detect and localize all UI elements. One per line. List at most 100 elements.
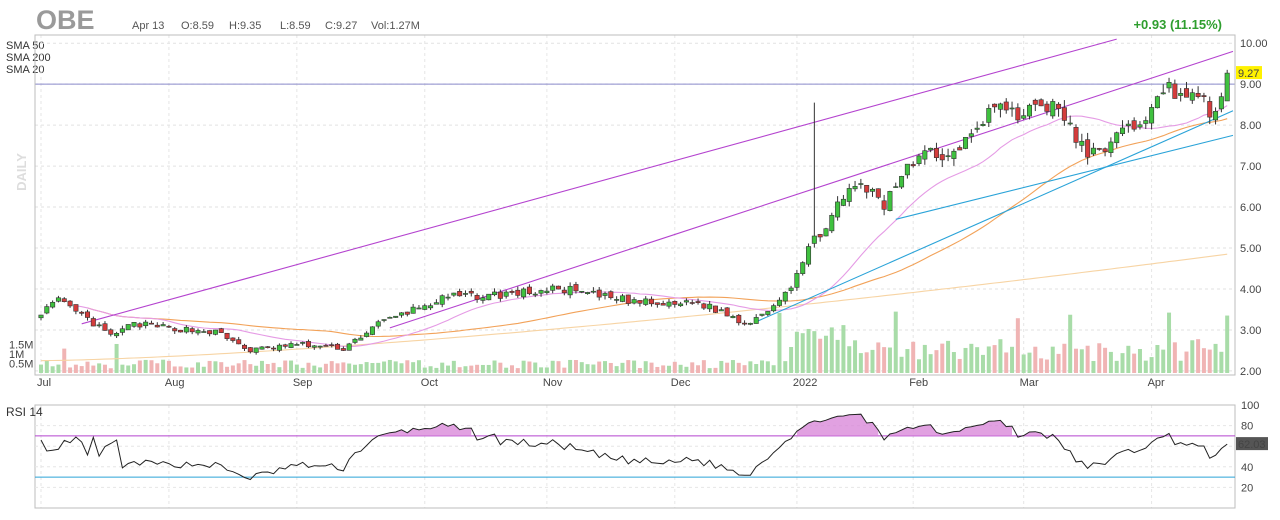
volume-bar [887, 347, 892, 373]
volume-bar [248, 364, 253, 373]
volume-bar [91, 365, 96, 373]
candle-body [259, 346, 265, 350]
volume-bar [603, 361, 608, 373]
candle [201, 329, 207, 333]
candle [108, 328, 114, 337]
volume-bar [1184, 351, 1189, 373]
volume-bar [56, 364, 61, 373]
volume-bar [794, 331, 799, 373]
volume-bar [1114, 360, 1119, 373]
volume-bar [236, 363, 241, 373]
candle [840, 194, 846, 207]
rsi-last-badge [1236, 437, 1268, 451]
volume-bar [1190, 340, 1195, 373]
volume-bar [1120, 353, 1125, 373]
volume-bar [562, 367, 567, 373]
candle [1038, 98, 1044, 107]
candle [50, 300, 56, 309]
volume-bar [579, 362, 584, 373]
candle [1090, 142, 1096, 156]
candle [265, 346, 271, 349]
candle [724, 307, 730, 317]
candle-body [1213, 111, 1219, 121]
candle-body [968, 133, 974, 137]
candle-body [375, 321, 381, 327]
candle-body [1096, 148, 1102, 150]
candle [1149, 104, 1155, 130]
volume-bar [294, 364, 299, 373]
volume-bar [364, 362, 369, 373]
candle-body [689, 302, 695, 304]
volume-bar [544, 367, 549, 373]
candle [38, 314, 44, 321]
volume-bar [201, 366, 206, 373]
volume-bar [748, 361, 753, 373]
volume-bar [812, 331, 817, 373]
volume-bar [701, 360, 706, 373]
candle-body [1102, 148, 1108, 152]
candle [323, 343, 329, 347]
candle-body [137, 323, 143, 328]
volume-bar [1056, 353, 1061, 373]
candle-body [474, 295, 480, 300]
candle-body [1015, 107, 1021, 121]
volume-bar [550, 360, 555, 373]
volume-bar [853, 340, 858, 373]
candle [1189, 88, 1195, 104]
candle-body [771, 305, 777, 312]
candle [1195, 86, 1201, 99]
month-label: Feb [909, 377, 928, 389]
candle-body [1154, 96, 1160, 109]
volume-bar [1085, 345, 1090, 373]
volume-bar [858, 353, 863, 373]
candle [933, 142, 939, 162]
volume-bar [1097, 343, 1102, 373]
candle [742, 320, 748, 326]
candle-body [393, 315, 399, 318]
volume-bar [986, 346, 991, 373]
volume-bar [899, 356, 904, 373]
volume-bar [480, 364, 485, 373]
trendline [389, 50, 1234, 329]
candle [340, 346, 346, 352]
candle-body [218, 328, 224, 333]
candle-body [90, 318, 96, 327]
volume-bar [207, 360, 212, 373]
candle-body [701, 303, 707, 309]
candle [747, 322, 753, 326]
volume-bar [957, 358, 962, 373]
volume-bar [998, 339, 1003, 373]
candle-body [550, 285, 556, 291]
candle [782, 291, 788, 305]
volume-bar [818, 338, 823, 373]
candle-body [1137, 124, 1143, 128]
candle [602, 291, 608, 300]
candle [759, 313, 765, 317]
volume-bar [1178, 360, 1183, 373]
volume-bar [1143, 360, 1148, 373]
volume-bar [1207, 349, 1212, 373]
trendline [895, 134, 1234, 220]
volume-bar [893, 311, 898, 373]
candle-body [399, 312, 405, 316]
candle [800, 261, 806, 276]
volume-bar [486, 364, 491, 373]
candle [178, 329, 184, 333]
candle-body [637, 300, 643, 304]
candle [660, 300, 666, 306]
candle-body [538, 290, 544, 294]
candle [492, 288, 498, 297]
candle [963, 137, 969, 150]
candle-body [154, 324, 160, 328]
candle-body [61, 298, 67, 302]
candle-body [695, 301, 701, 304]
volume-bar [905, 349, 910, 373]
volume-bar [300, 367, 305, 373]
bar-volume: Vol:1.27M [371, 20, 420, 32]
candle-body [468, 290, 474, 294]
candle-body [410, 306, 416, 314]
candle [573, 281, 579, 294]
candle [352, 337, 358, 345]
candle [428, 303, 434, 311]
volume-bar [1027, 352, 1032, 373]
